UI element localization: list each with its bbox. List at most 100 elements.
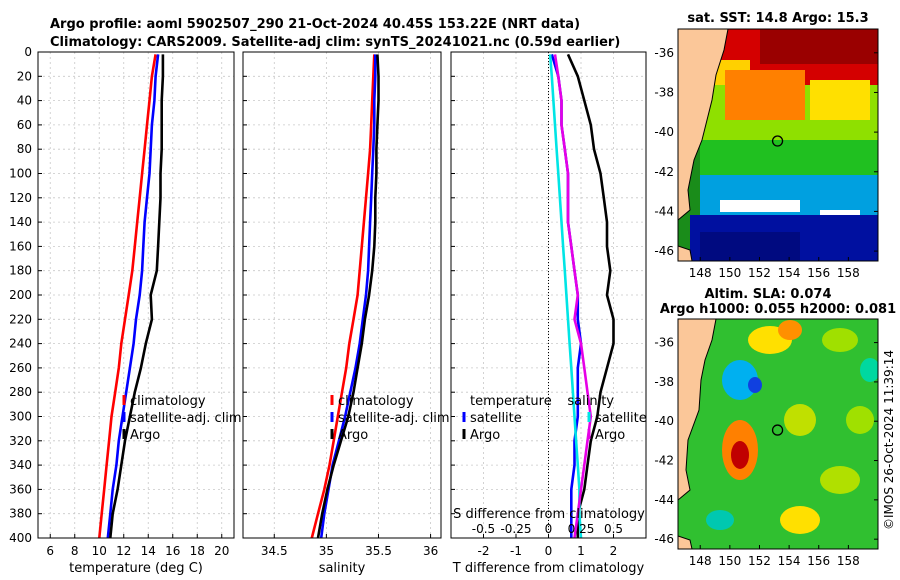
y-tick-label: 180 (9, 264, 32, 278)
map-y-tick-label: -36 (654, 46, 674, 60)
y-tick-label: 160 (9, 239, 32, 253)
series-line-argo (316, 54, 380, 539)
y-tick-label: 320 (9, 434, 32, 448)
x-tick-label: 36 (423, 544, 438, 558)
sla-map-axes: 148 150 152 154 156 158 -36 -38 -40 -42 -44 -46 (654, 336, 878, 568)
legend-title-salinity: salinity (567, 394, 614, 409)
legend-label: satellite (595, 411, 647, 426)
x-tick-label: 35.5 (365, 544, 392, 558)
legend-label: satellite-adj. clim (338, 411, 450, 426)
x-tick-label: 20 (214, 544, 229, 558)
legend-label: satellite-adj. clim (130, 411, 242, 426)
map-x-tick-label: 152 (748, 554, 771, 568)
y-tick-label: 260 (9, 361, 32, 375)
y-tick-label: 80 (17, 142, 32, 156)
salinity-panel: 34.5 35 35.5 36 salinity climatology satellite… (242, 51, 450, 576)
x-axis-label: salinity (319, 561, 366, 576)
map-x-tick-label: 158 (837, 554, 860, 568)
map-x-tick-label: 156 (807, 266, 830, 280)
x-tick-label: 16 (165, 544, 180, 558)
series-line-climatology (310, 54, 376, 539)
series-line-temperature-argo (566, 53, 615, 538)
x-tick-label: 2 (610, 544, 618, 558)
plot-background (38, 52, 234, 538)
map-x-tick-label: 148 (689, 554, 712, 568)
x-tick-label: 6 (46, 544, 54, 558)
top-tick-label: 0 (545, 522, 553, 536)
map-y-tick-label: -44 (654, 204, 674, 218)
credit-text: ©IMOS 26-Oct-2024 11:39:14 (882, 350, 896, 530)
map-y-tick-label: -40 (654, 414, 674, 428)
x-tick-label: -2 (478, 544, 490, 558)
sla-argo-marker (771, 424, 784, 436)
map-y-tick-label: -46 (654, 244, 674, 258)
legend-title-temperature: temperature (470, 394, 552, 409)
y-tick-label: 20 (17, 69, 32, 83)
map-y-tick-label: -42 (654, 165, 674, 179)
map-y-tick-label: -38 (654, 85, 674, 99)
y-tick-label: 40 (17, 94, 32, 108)
x-tick-label: 18 (190, 544, 205, 558)
x-tick-label: 8 (71, 544, 79, 558)
map-x-tick-label: 150 (718, 266, 741, 280)
top-axis-label: S difference from climatology (453, 507, 645, 522)
map-x-tick-label: 154 (778, 266, 801, 280)
sla-map-title-2: Argo h1000: 0.055 h2000: 0.081 (660, 302, 896, 317)
y-tick-label: 240 (9, 337, 32, 351)
legend-label: climatology (338, 394, 414, 409)
y-tick-label: 400 (9, 531, 32, 545)
y-tick-label: 300 (9, 410, 32, 424)
x-tick-label: 35 (319, 544, 334, 558)
plot-frame (242, 51, 442, 539)
top-tick-label: 0.5 (604, 522, 623, 536)
top-tick-label: -0.5 (472, 522, 495, 536)
legend-label: Argo (130, 428, 160, 443)
temperature-panel: 6 8 10 12 14 16 18 2002040608010012014016018020… (9, 45, 242, 576)
series-line-salinity-satellite (548, 54, 583, 539)
sla-map-title-1: Altim. SLA: 0.074 (705, 287, 832, 302)
y-tick-label: 100 (9, 167, 32, 181)
y-tick-label: 380 (9, 507, 32, 521)
series-line-argo (109, 54, 165, 539)
y-tick-label: 360 (9, 482, 32, 496)
series-line-satellite-adj-clim (319, 54, 377, 539)
map-y-tick-label: -40 (654, 125, 674, 139)
title-line-1: Argo profile: aoml 5902507_290 21-Oct-20… (50, 17, 580, 32)
map-y-tick-label: -38 (654, 375, 674, 389)
series-line-climatology (98, 54, 157, 539)
x-tick-label: 12 (116, 544, 131, 558)
y-tick-label: 280 (9, 385, 32, 399)
map-x-tick-label: 150 (718, 554, 741, 568)
difference-panel: -2 -1 0 1 2 T difference from climatology temp… (450, 51, 647, 576)
sst-argo-marker (771, 135, 784, 147)
sla-map-frame (677, 318, 879, 550)
y-tick-label: 220 (9, 312, 32, 326)
plot-frame (37, 51, 235, 539)
map-x-tick-label: 148 (689, 266, 712, 280)
sst-map-axes: 148 150 152 154 156 158 -36 -38 -40 -42 -44 -46 (654, 46, 878, 280)
series-line-satellite-adj-clim (106, 54, 160, 539)
legend-label: Argo (595, 428, 625, 443)
x-tick-label: 34.5 (261, 544, 288, 558)
y-tick-label: 140 (9, 215, 32, 229)
y-tick-label: 340 (9, 458, 32, 472)
map-x-tick-label: 156 (807, 554, 830, 568)
map-y-tick-label: -36 (654, 336, 674, 350)
x-axis-label: temperature (deg C) (69, 561, 203, 576)
legend-label: satellite (470, 411, 522, 426)
sla-map-image (678, 319, 878, 549)
x-tick-label: 1 (577, 544, 585, 558)
sst-map-title: sat. SST: 14.8 Argo: 15.3 (687, 11, 868, 26)
y-tick-label: 0 (24, 45, 32, 59)
title-line-2: Climatology: CARS2009. Satellite-adj cli… (50, 35, 620, 50)
top-tick-label: -0.25 (500, 522, 531, 536)
sst-map-frame (677, 28, 879, 262)
map-y-tick-label: -46 (654, 532, 674, 546)
x-tick-label: 0 (545, 544, 553, 558)
legend-label: Argo (338, 428, 368, 443)
top-tick-label: 0.25 (568, 522, 595, 536)
x-tick-label: -1 (510, 544, 522, 558)
x-tick-label: 10 (92, 544, 107, 558)
legend-label: Argo (470, 428, 500, 443)
